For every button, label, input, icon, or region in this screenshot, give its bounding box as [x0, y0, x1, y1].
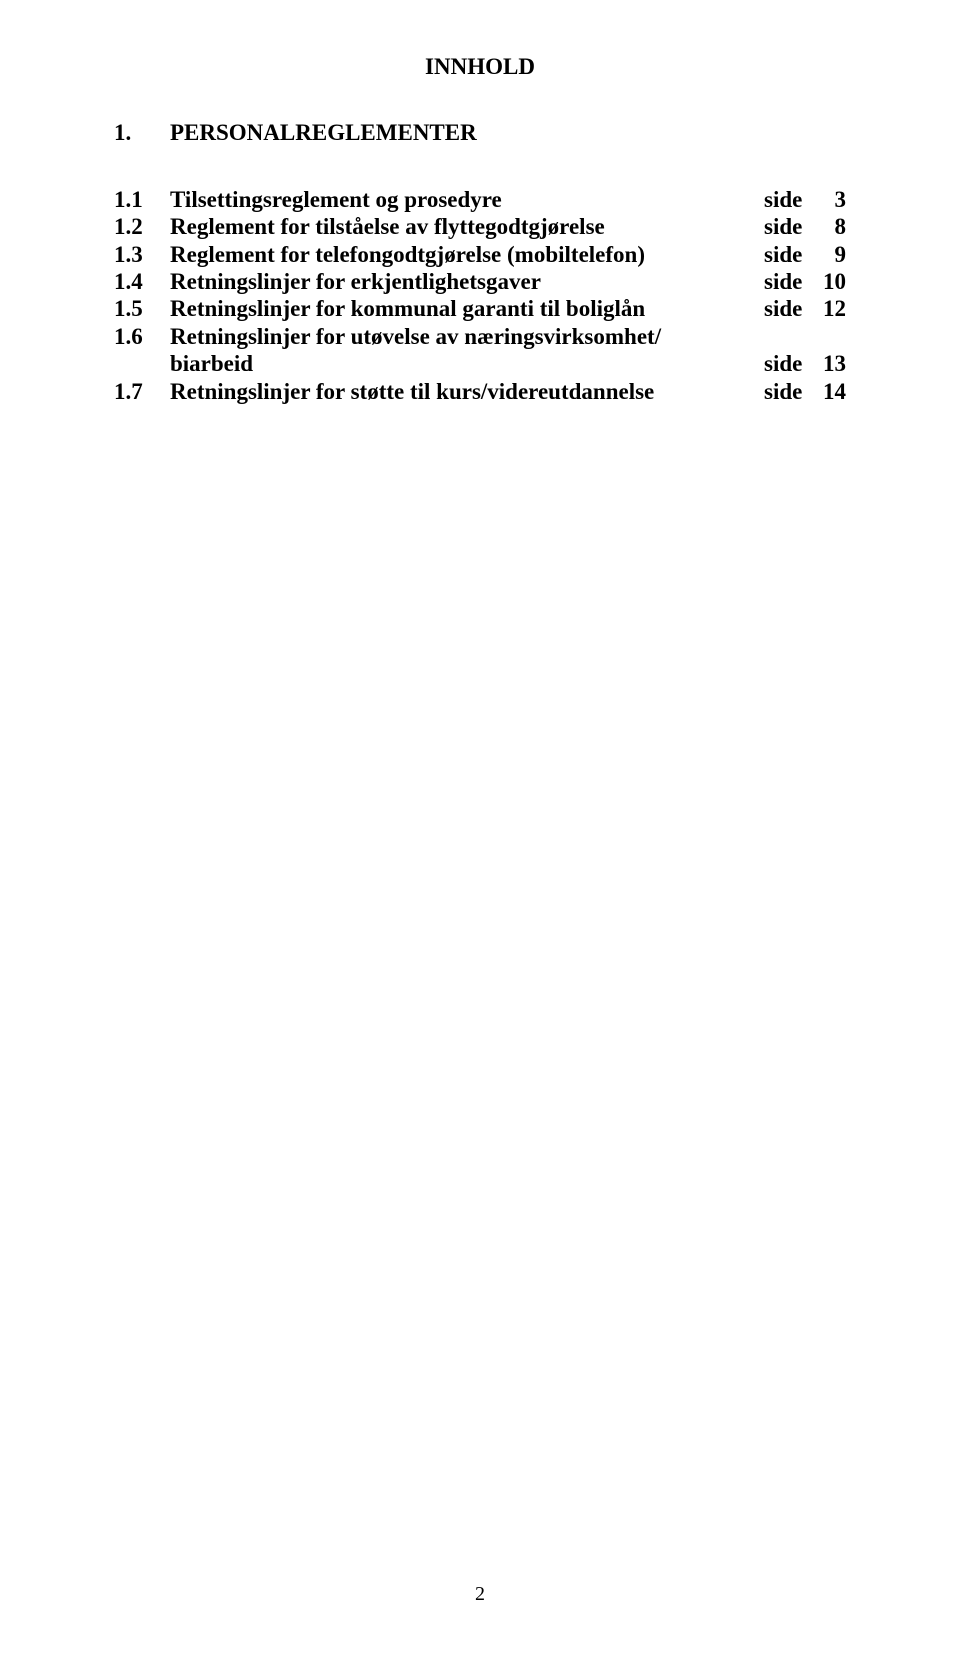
toc-entry: 1.1 Tilsettingsreglement og prosedyre si…	[114, 186, 846, 213]
document-title: INNHOLD	[114, 54, 846, 80]
toc-entry: 1.7 Retningslinjer for støtte til kurs/v…	[114, 378, 846, 405]
toc-entry: 1.5 Retningslinjer for kommunal garanti …	[114, 295, 846, 322]
toc-page-word: side	[764, 378, 816, 405]
toc-page-word: side	[764, 241, 816, 268]
toc-entries: 1.1 Tilsettingsreglement og prosedyre si…	[114, 186, 846, 405]
toc-entry-text: Reglement for tilståelse av flyttegodtgj…	[170, 213, 764, 240]
toc-page-number: 13	[816, 350, 846, 377]
toc-entry-text: Retningslinjer for erkjentlighetsgaver	[170, 268, 764, 295]
toc-entry-text: Retningslinjer for støtte til kurs/vider…	[170, 378, 764, 405]
toc-page-number: 12	[816, 295, 846, 322]
toc-entry-number: 1.6	[114, 323, 170, 350]
section-label: PERSONALREGLEMENTER	[170, 120, 846, 146]
toc-page-word: side	[764, 295, 816, 322]
toc-page-word: side	[764, 186, 816, 213]
document-page: INNHOLD 1. PERSONALREGLEMENTER 1.1 Tilse…	[0, 0, 960, 1664]
toc-entry-text: Retningslinjer for utøvelse av næringsvi…	[170, 323, 764, 350]
toc-entry-number: 1.2	[114, 213, 170, 240]
toc-entry-text: Retningslinjer for kommunal garanti til …	[170, 295, 764, 322]
toc-page-number: 14	[816, 378, 846, 405]
toc-entry-number: 1.1	[114, 186, 170, 213]
toc-page-word: side	[764, 350, 816, 377]
toc-entry-number: 1.5	[114, 295, 170, 322]
toc-entry: 1.4 Retningslinjer for erkjentlighetsgav…	[114, 268, 846, 295]
toc-entry: 1.2 Reglement for tilståelse av flyttego…	[114, 213, 846, 240]
toc-entry-text: Tilsettingsreglement og prosedyre	[170, 186, 764, 213]
toc-entry: 1.3 Reglement for telefongodtgjørelse (m…	[114, 241, 846, 268]
toc-page-number: 10	[816, 268, 846, 295]
toc-page-word: side	[764, 213, 816, 240]
toc-entry-number: 1.7	[114, 378, 170, 405]
toc-page-number: 9	[816, 241, 846, 268]
toc-entry-continuation: biarbeid side 13	[114, 350, 846, 377]
section-heading: 1. PERSONALREGLEMENTER	[114, 120, 846, 146]
section-number: 1.	[114, 120, 170, 146]
page-footer-number: 2	[0, 1583, 960, 1606]
toc-page-number: 8	[816, 213, 846, 240]
toc-entry-text: biarbeid	[170, 350, 764, 377]
toc-entry-number: 1.4	[114, 268, 170, 295]
toc-page-number: 3	[816, 186, 846, 213]
toc-page-word: side	[764, 268, 816, 295]
toc-entry-number: 1.3	[114, 241, 170, 268]
toc-entry-text: Reglement for telefongodtgjørelse (mobil…	[170, 241, 764, 268]
toc-entry: 1.6 Retningslinjer for utøvelse av nærin…	[114, 323, 846, 350]
